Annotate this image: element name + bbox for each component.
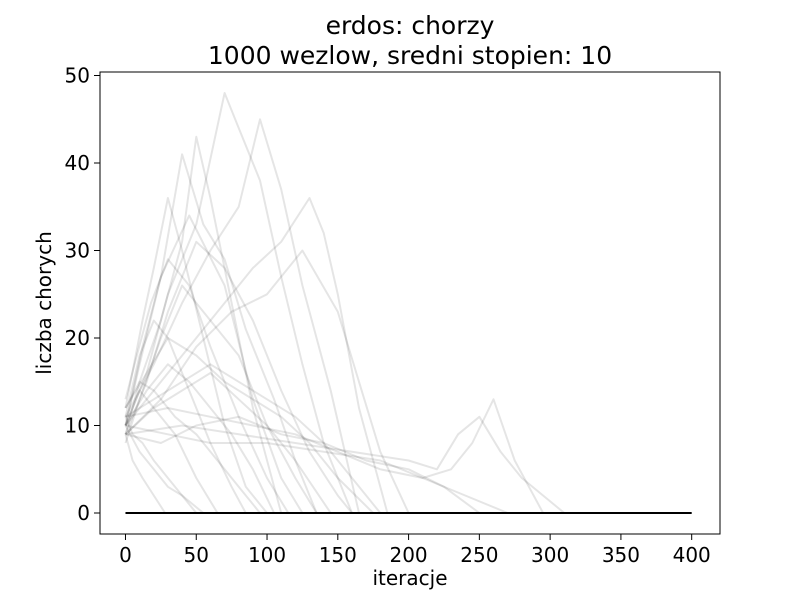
series-line-24 (124, 363, 382, 514)
series-line-6 (124, 258, 290, 514)
series-line-2 (124, 197, 268, 514)
series-line-23 (124, 372, 332, 514)
y-tick-label-50: 50 (65, 64, 90, 88)
series-line-17 (125, 398, 544, 514)
series-line-16 (125, 415, 480, 514)
x-axis-ticks: 0 50 100 150 200 250 300 350 400 (119, 534, 711, 567)
x-tick-label-400: 400 (673, 543, 711, 567)
y-tick-label-0: 0 (77, 501, 90, 525)
series-line-14 (124, 249, 410, 514)
x-tick-label-100: 100 (248, 543, 286, 567)
series-line-13 (124, 197, 389, 514)
series-line-8 (124, 416, 204, 514)
plot-frame (99, 71, 721, 535)
x-tick-label-0: 0 (119, 543, 132, 567)
series-line-12 (124, 118, 360, 514)
series-line-19 (125, 407, 509, 514)
x-tick-label-250: 250 (460, 543, 498, 567)
y-tick-label-40: 40 (65, 151, 90, 175)
series-line-18 (125, 415, 565, 514)
series-line-4 (124, 240, 353, 514)
x-tick-label-200: 200 (389, 543, 427, 567)
series-line-10 (124, 135, 283, 514)
x-tick-label-150: 150 (319, 543, 357, 567)
series-line-1 (124, 214, 304, 514)
series-line-7 (124, 284, 318, 514)
y-tick-label-10: 10 (65, 414, 90, 438)
chart-subtitle: 1000 wezlow, sredni stopien: 10 (208, 41, 612, 70)
y-axis-label: liczba chorych (32, 231, 56, 375)
plot-area (100, 72, 720, 534)
series-line-21 (124, 380, 261, 514)
series-line-5 (124, 389, 219, 514)
series-group (124, 92, 565, 514)
x-tick-label-300: 300 (531, 543, 569, 567)
x-tick-label-350: 350 (602, 543, 640, 567)
x-tick-label-50: 50 (184, 543, 209, 567)
series-line-11 (124, 92, 353, 514)
y-axis-ticks: 0 10 20 30 40 50 (65, 64, 100, 525)
series-line-15 (124, 337, 374, 514)
x-axis-label: iteracje (372, 566, 447, 590)
series-line-3 (124, 319, 247, 514)
chart-title: erdos: chorzy (326, 11, 495, 40)
y-tick-label-20: 20 (65, 326, 90, 350)
series-line-9 (124, 153, 318, 514)
series-line-20 (124, 425, 198, 514)
series-line-25 (124, 434, 166, 514)
y-tick-label-30: 30 (65, 239, 90, 263)
series-line-22 (124, 363, 275, 514)
